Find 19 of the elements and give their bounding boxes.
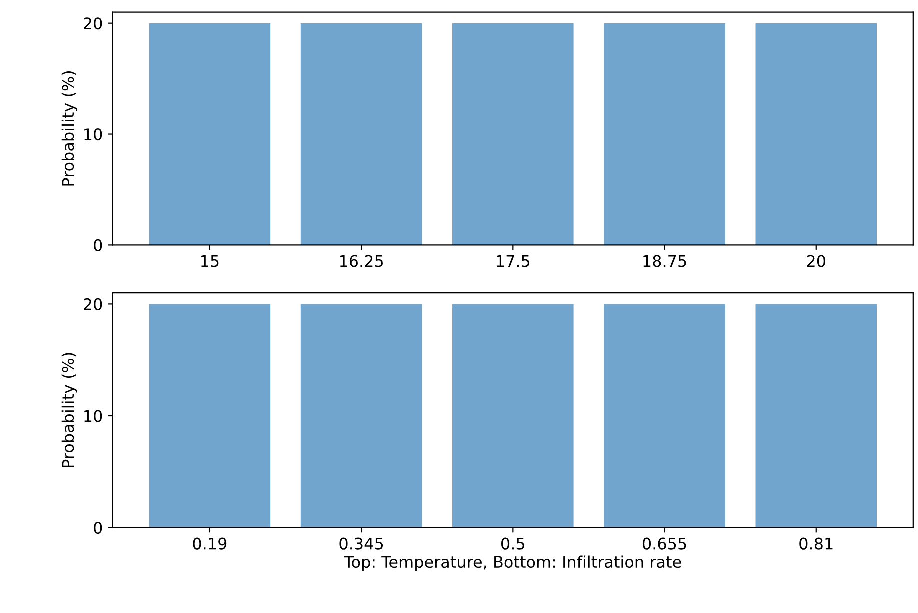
x-tick-label: 0.655 <box>642 538 686 550</box>
x-tick-label: 17.5 <box>497 255 530 268</box>
y-tick-label: 10 <box>84 410 102 422</box>
x-tick-label: 0.5 <box>502 538 524 550</box>
x-tick-label: 15 <box>202 255 219 268</box>
y-tick-label: 0 <box>94 239 102 252</box>
y-tick-label: 0 <box>94 522 102 534</box>
x-tick-label: 20 <box>807 255 826 268</box>
x-tick-label: 0.19 <box>193 538 227 550</box>
y-tick-label: 20 <box>84 298 102 310</box>
x-tick-label: 0.81 <box>800 538 833 550</box>
y-tick-label: 10 <box>84 128 102 141</box>
y-axis-title: Probability (%) <box>62 353 78 468</box>
x-tick-label: 0.345 <box>340 538 384 550</box>
x-tick-label: 18.75 <box>644 255 686 268</box>
x-tick-label: 16.25 <box>340 255 384 268</box>
y-tick-label: 20 <box>84 18 102 30</box>
x-axis-title: Top: Temperature, Bottom: Infiltration rate <box>344 556 682 572</box>
y-axis-title: Probability (%) <box>62 72 78 186</box>
